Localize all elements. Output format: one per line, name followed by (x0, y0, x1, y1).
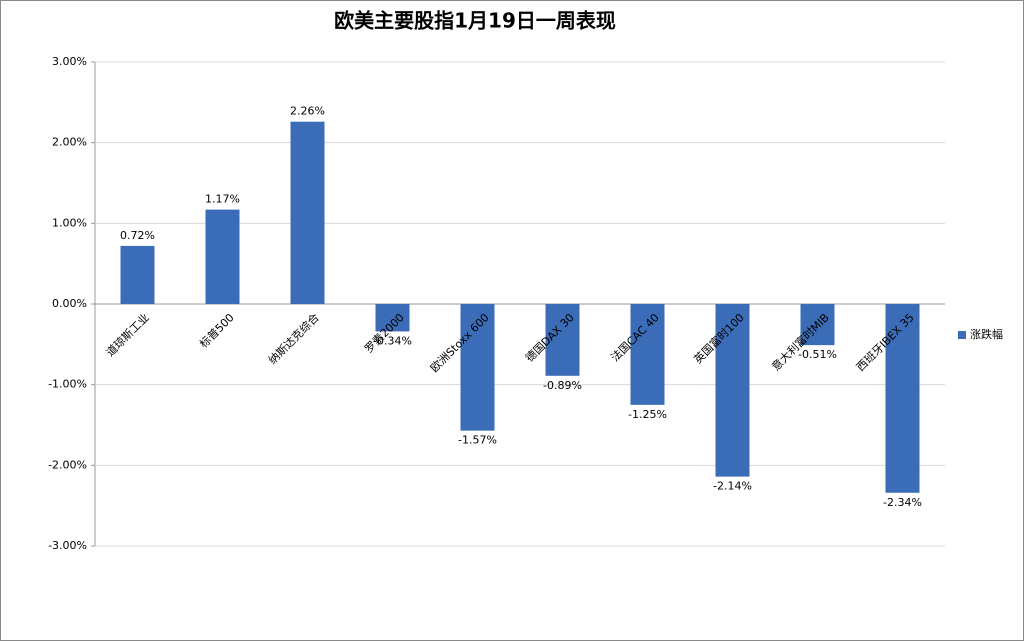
y-tick-label: 0.00% (52, 297, 87, 310)
y-tick-label: 3.00% (52, 55, 87, 68)
y-tick-label: -2.00% (48, 458, 87, 471)
bar (290, 121, 325, 305)
value-label: -1.57% (458, 434, 497, 447)
y-tick-label: -1.00% (48, 378, 87, 391)
bar (885, 304, 920, 493)
value-label: -2.34% (883, 496, 922, 509)
bar (205, 209, 240, 304)
bar (630, 304, 665, 405)
bar (715, 304, 750, 477)
chart-title: 欧美主要股指1月19日一周表现 (334, 9, 616, 33)
value-label: -0.51% (798, 348, 837, 361)
bar (460, 304, 495, 431)
value-label: -1.25% (628, 408, 667, 421)
bar (120, 245, 155, 304)
value-label: -0.34% (373, 334, 412, 347)
bar (375, 304, 410, 332)
value-label: 0.72% (120, 229, 155, 242)
bar (545, 304, 580, 376)
value-label: 2.26% (290, 105, 325, 118)
y-tick-label: 1.00% (52, 216, 87, 229)
legend-label: 涨跌幅 (970, 327, 1003, 341)
legend-swatch (958, 331, 966, 339)
value-label: -0.89% (543, 379, 582, 392)
y-tick-label: 2.00% (52, 136, 87, 149)
value-label: 1.17% (205, 193, 240, 206)
bar (800, 304, 835, 346)
value-label: -2.14% (713, 480, 752, 493)
y-tick-label: -3.00% (48, 539, 87, 552)
